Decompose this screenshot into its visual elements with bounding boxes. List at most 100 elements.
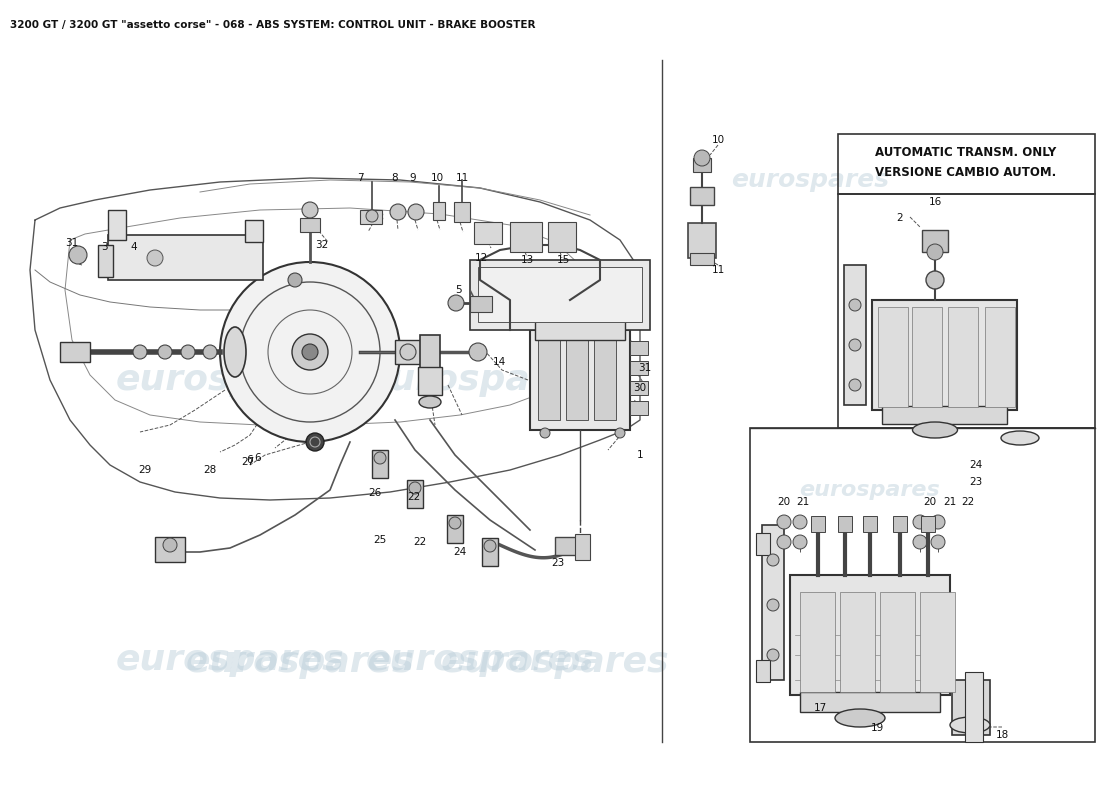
Circle shape: [793, 515, 807, 529]
Bar: [948, 307, 978, 407]
Circle shape: [777, 535, 791, 549]
Circle shape: [133, 345, 147, 359]
Text: 20: 20: [778, 497, 791, 507]
Bar: [530, 330, 630, 430]
Text: eurospares: eurospares: [365, 643, 594, 677]
Bar: [407, 480, 424, 508]
Bar: [844, 265, 866, 405]
Bar: [750, 428, 1094, 742]
Circle shape: [158, 345, 172, 359]
Circle shape: [448, 295, 464, 311]
Circle shape: [449, 517, 461, 529]
Bar: [433, 202, 446, 220]
Circle shape: [306, 433, 324, 451]
Bar: [630, 341, 648, 355]
Text: 12: 12: [474, 253, 487, 263]
Circle shape: [469, 343, 487, 361]
Text: 5: 5: [454, 285, 461, 295]
Text: 3: 3: [101, 242, 108, 252]
Text: eurospares: eurospares: [730, 168, 889, 192]
Text: 11: 11: [455, 173, 469, 183]
Text: 21: 21: [796, 497, 810, 507]
Text: 19: 19: [870, 723, 883, 733]
Circle shape: [927, 244, 943, 260]
Text: 26: 26: [368, 488, 382, 498]
Bar: [360, 210, 382, 224]
Circle shape: [374, 452, 386, 464]
Text: 32: 32: [316, 240, 329, 250]
Bar: [630, 401, 648, 415]
Bar: [922, 230, 948, 252]
Text: 4: 4: [131, 242, 138, 252]
Circle shape: [220, 262, 400, 442]
Ellipse shape: [419, 396, 441, 408]
Text: 22: 22: [961, 497, 975, 507]
Bar: [762, 525, 784, 680]
Bar: [470, 260, 650, 330]
Text: VERSIONE CAMBIO AUTOM.: VERSIONE CAMBIO AUTOM.: [876, 166, 1057, 179]
Bar: [965, 672, 983, 742]
Bar: [395, 340, 425, 364]
Circle shape: [182, 345, 195, 359]
Bar: [454, 202, 470, 222]
Text: eurospares: eurospares: [441, 645, 669, 679]
Circle shape: [849, 299, 861, 311]
Text: 2: 2: [896, 213, 903, 223]
Ellipse shape: [1001, 431, 1040, 445]
Bar: [510, 222, 542, 252]
Bar: [630, 381, 648, 395]
Circle shape: [913, 515, 927, 529]
Circle shape: [163, 538, 177, 552]
Bar: [921, 516, 935, 532]
Text: 6: 6: [255, 453, 262, 463]
Circle shape: [390, 204, 406, 220]
Circle shape: [849, 339, 861, 351]
Circle shape: [484, 540, 496, 552]
Bar: [912, 307, 942, 407]
Text: 21: 21: [944, 497, 957, 507]
Bar: [690, 253, 714, 265]
Text: 24: 24: [969, 460, 982, 470]
Text: eurospares: eurospares: [186, 645, 415, 679]
Text: 3200 GT / 3200 GT "assetto corse" - 068 - ABS SYSTEM: CONTROL UNIT - BRAKE BOOST: 3200 GT / 3200 GT "assetto corse" - 068 …: [10, 20, 536, 30]
Bar: [447, 515, 463, 543]
Circle shape: [913, 535, 927, 549]
Circle shape: [288, 273, 302, 287]
Bar: [811, 516, 825, 532]
Circle shape: [292, 334, 328, 370]
Text: 17: 17: [813, 703, 826, 713]
Text: 23: 23: [969, 477, 982, 487]
Bar: [548, 222, 576, 252]
Circle shape: [931, 515, 945, 529]
Bar: [538, 340, 560, 420]
Bar: [878, 307, 908, 407]
Text: 13: 13: [520, 255, 534, 265]
Text: 14: 14: [493, 357, 506, 367]
Text: 20: 20: [923, 497, 936, 507]
Text: 11: 11: [712, 265, 725, 275]
Circle shape: [615, 428, 625, 438]
Bar: [566, 340, 588, 420]
Text: 27: 27: [241, 457, 254, 467]
Bar: [474, 222, 502, 244]
Bar: [300, 218, 320, 232]
Text: 16: 16: [928, 197, 942, 207]
Circle shape: [302, 202, 318, 218]
Bar: [594, 340, 616, 420]
Circle shape: [366, 210, 378, 222]
Bar: [575, 534, 590, 560]
Bar: [60, 342, 90, 362]
Bar: [478, 267, 642, 322]
Bar: [420, 335, 440, 370]
Bar: [984, 307, 1015, 407]
Bar: [840, 592, 874, 692]
Bar: [800, 592, 835, 692]
Circle shape: [540, 428, 550, 438]
Text: eurospares: eurospares: [365, 363, 594, 397]
Circle shape: [147, 250, 163, 266]
Bar: [482, 538, 498, 566]
Circle shape: [767, 599, 779, 611]
Bar: [864, 516, 877, 532]
Bar: [920, 592, 955, 692]
Circle shape: [400, 344, 416, 360]
